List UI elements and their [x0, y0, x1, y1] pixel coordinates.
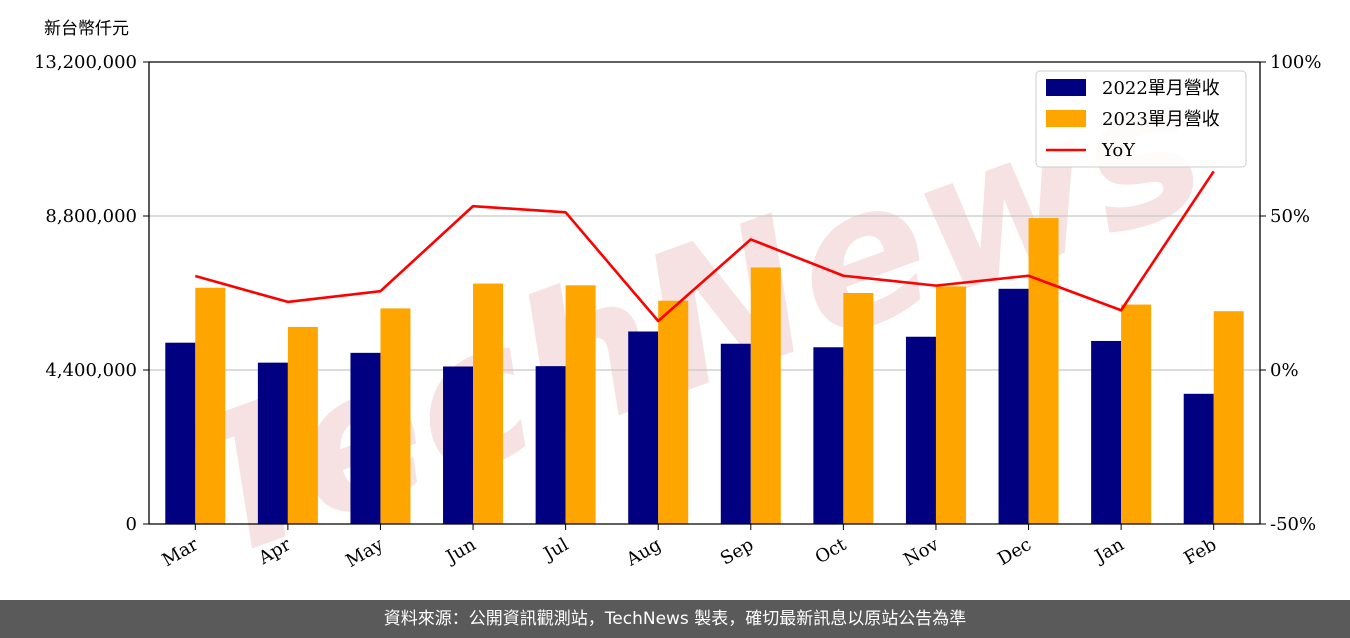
left-tick-label: 13,200,000	[34, 52, 137, 73]
x-tick-label-jun: Jun	[441, 534, 480, 569]
left-tick-label: 8,800,000	[45, 206, 137, 227]
bar-2022-oct	[813, 347, 844, 524]
legend-label: 2022單月營收	[1102, 78, 1220, 99]
bar-2023-jul	[565, 285, 596, 524]
x-tick-label-jul: Jul	[539, 534, 573, 566]
grid-layer	[149, 215, 1260, 371]
bar-2022-jan	[1091, 340, 1122, 524]
bar-2022-jun	[443, 366, 474, 524]
bar-2023-may	[380, 308, 411, 524]
bar-2023-mar	[195, 287, 226, 524]
bar-2022-feb	[1183, 393, 1214, 524]
bar-2023-apr	[287, 326, 318, 524]
left-tick-label: 0	[126, 514, 137, 535]
legend-label: YoY	[1101, 140, 1136, 161]
yoy-line	[194, 170, 1215, 323]
right-tick-label: 100%	[1270, 52, 1321, 73]
x-tick-label-mar: Mar	[159, 534, 203, 571]
legend-swatch-2022	[1046, 79, 1086, 96]
yoy-line-layer	[194, 170, 1215, 323]
x-tick-label-aug: Aug	[622, 534, 665, 571]
right-tick-label: 0%	[1270, 360, 1299, 381]
bar-2023-jun	[473, 283, 504, 524]
bar-2022-mar	[165, 342, 196, 524]
y-axis-unit-label: 新台幣仟元	[44, 19, 129, 39]
bar-2022-sep	[720, 343, 751, 524]
legend-label: 2023單月營收	[1102, 109, 1220, 130]
legend-box	[1035, 70, 1247, 168]
x-tick-label-jan: Jan	[1090, 534, 1128, 568]
bar-2023-dec	[1028, 218, 1059, 524]
left-tick-label: 4,400,000	[45, 360, 137, 381]
bar-2022-dec	[998, 288, 1029, 524]
x-tick-label-sep: Sep	[717, 534, 757, 569]
x-tick-label-dec: Dec	[994, 534, 1035, 570]
bar-layer	[165, 218, 1244, 524]
right-tick-label: 50%	[1270, 206, 1310, 227]
legend-swatch-2023	[1046, 110, 1086, 127]
bar-2022-nov	[905, 336, 936, 524]
bar-2023-oct	[843, 293, 874, 524]
bar-2023-feb	[1213, 311, 1244, 524]
revenue-chart: TechNews 04,400,0008,800,00013,200,000-5…	[34, 33, 1322, 600]
x-tick-label-nov: Nov	[900, 534, 943, 571]
bar-2022-apr	[257, 362, 288, 524]
x-tick-label-oct: Oct	[812, 534, 851, 569]
source-footer: 資料來源：公開資訊觀測站，TechNews 製表，確切最新訊息以原站公告為準	[0, 600, 1350, 638]
bar-2023-jan	[1121, 304, 1152, 524]
bar-2022-aug	[628, 331, 659, 524]
x-tick-label-feb: Feb	[1181, 534, 1221, 569]
legend: 2022單月營收 2023單月營收 YoY	[1035, 70, 1247, 168]
bar-2023-sep	[750, 267, 781, 524]
bar-2022-may	[350, 352, 381, 524]
bar-2023-nov	[935, 286, 966, 524]
bar-2022-jul	[535, 366, 566, 524]
bar-2023-aug	[658, 300, 689, 524]
right-tick-label: -50%	[1270, 514, 1316, 535]
